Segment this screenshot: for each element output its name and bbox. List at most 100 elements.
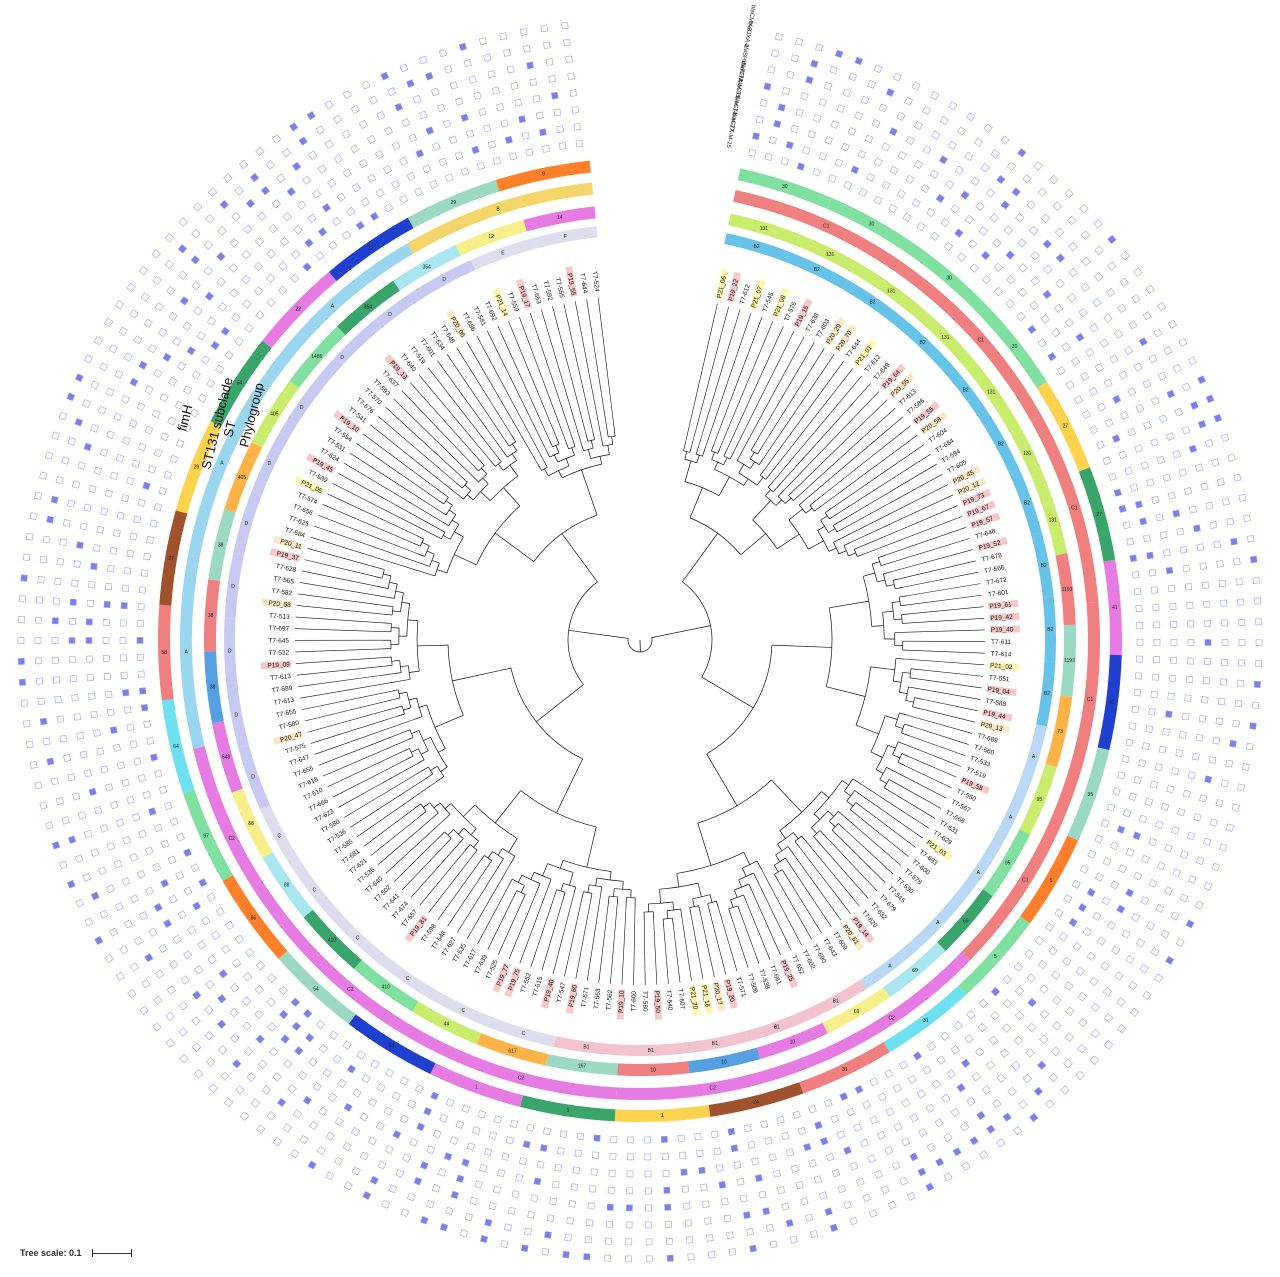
gene-absent-cell bbox=[847, 127, 857, 136]
gene-absent-cell bbox=[90, 424, 99, 433]
gene-absent-cell bbox=[52, 676, 60, 684]
gene-absent-cell bbox=[115, 300, 125, 310]
gene-absent-cell bbox=[419, 55, 428, 65]
leaf-label: P19_40 bbox=[543, 979, 556, 1003]
tree-branch bbox=[385, 605, 394, 608]
gene-absent-cell bbox=[768, 136, 777, 145]
tree-branch bbox=[771, 644, 832, 648]
tree-branch bbox=[880, 562, 889, 567]
gene-absent-cell bbox=[177, 361, 187, 371]
gene-present-cell bbox=[520, 1244, 529, 1253]
fimh-value: 41 bbox=[1112, 605, 1118, 611]
gene-absent-cell bbox=[605, 1220, 613, 1228]
tree-branch bbox=[504, 439, 510, 447]
gene-absent-cell bbox=[985, 188, 995, 198]
gene-absent-cell bbox=[1252, 576, 1260, 584]
gene-absent-cell bbox=[867, 80, 876, 89]
gene-absent-cell bbox=[478, 37, 488, 46]
gene-absent-cell bbox=[1012, 1125, 1023, 1136]
gene-present-cell bbox=[718, 1181, 727, 1189]
gene-present-cell bbox=[420, 1215, 429, 1225]
gene-absent-cell bbox=[143, 552, 151, 561]
gene-absent-cell bbox=[90, 848, 100, 857]
gene-present-cell bbox=[810, 59, 819, 68]
gene-absent-cell bbox=[22, 553, 31, 562]
phylogroup-value: B2 bbox=[1041, 563, 1047, 569]
gene-absent-cell bbox=[22, 720, 31, 728]
phylogroup-value: C bbox=[406, 976, 410, 982]
gene-absent-cell bbox=[1150, 396, 1160, 406]
gene-absent-cell bbox=[438, 49, 448, 58]
gene-absent-cell bbox=[591, 1151, 600, 1159]
tree-branch bbox=[541, 899, 564, 971]
st-segment bbox=[212, 720, 243, 793]
gene-present-cell bbox=[680, 1168, 688, 1176]
tree-branch bbox=[761, 868, 802, 945]
gene-present-cell bbox=[1107, 234, 1117, 245]
gene-absent-cell bbox=[1106, 803, 1116, 812]
gene-absent-cell bbox=[625, 1255, 632, 1263]
gene-absent-cell bbox=[105, 582, 113, 591]
gene-absent-cell bbox=[1172, 364, 1182, 374]
tree-branch bbox=[390, 689, 399, 692]
phylogenetic-tree bbox=[294, 297, 985, 985]
gene-absent-cell bbox=[255, 960, 266, 971]
tree-branch bbox=[711, 443, 715, 452]
leaf-label-highlight bbox=[959, 776, 991, 795]
gene-absent-cell bbox=[408, 133, 418, 143]
gene-absent-cell bbox=[271, 199, 281, 209]
gene-absent-cell bbox=[644, 1170, 652, 1178]
tree-branch bbox=[857, 553, 865, 557]
gene-present-cell bbox=[698, 1166, 706, 1175]
gene-absent-cell bbox=[426, 1200, 435, 1209]
gene-absent-cell bbox=[1018, 263, 1028, 273]
gene-absent-cell bbox=[178, 1027, 188, 1037]
gene-absent-cell bbox=[1067, 293, 1077, 303]
tree-branch bbox=[918, 669, 984, 677]
fimh-value: 27 bbox=[1062, 424, 1068, 430]
gene-absent-cell bbox=[723, 1214, 732, 1223]
phylogroup-segment bbox=[1009, 470, 1042, 536]
leaf-label: T7-562 bbox=[605, 989, 614, 1011]
gene-absent-cell bbox=[922, 106, 932, 116]
gene-present-cell bbox=[369, 1175, 379, 1185]
gene-absent-cell bbox=[133, 515, 142, 524]
phylogroup-value: B2 bbox=[920, 340, 926, 346]
st-value: 131 bbox=[987, 389, 996, 395]
tree-branch bbox=[900, 560, 976, 579]
gene-absent-cell bbox=[834, 158, 844, 168]
gene-absent-cell bbox=[54, 695, 62, 704]
phylogroup-value: D bbox=[235, 712, 239, 718]
leaf-label-group: T7-515 bbox=[532, 975, 545, 997]
gene-absent-cell bbox=[554, 1163, 563, 1172]
gene-absent-cell bbox=[800, 1197, 809, 1206]
tree-branch bbox=[843, 828, 894, 875]
gene-absent-cell bbox=[1255, 660, 1262, 668]
gene-absent-cell bbox=[358, 159, 368, 169]
gene-absent-cell bbox=[126, 723, 135, 732]
gene-absent-cell bbox=[893, 1122, 903, 1132]
tree-branch bbox=[560, 883, 564, 892]
leaf-label-highlight bbox=[771, 287, 790, 319]
gene-present-cell bbox=[480, 1235, 489, 1244]
gene-absent-cell bbox=[137, 442, 147, 452]
gene-present-cell bbox=[749, 1244, 757, 1253]
gene-absent-cell bbox=[136, 402, 146, 411]
gene-absent-cell bbox=[73, 560, 81, 568]
gene-absent-cell bbox=[1018, 1099, 1028, 1110]
gene-absent-cell bbox=[849, 1161, 859, 1171]
gene-absent-cell bbox=[940, 1031, 950, 1041]
gene-absent-cell bbox=[1105, 287, 1116, 297]
tree-branch bbox=[519, 886, 549, 964]
gene-absent-cell bbox=[1125, 738, 1134, 747]
gene-absent-cell bbox=[575, 140, 584, 148]
gene-absent-cell bbox=[205, 214, 215, 224]
gene-absent-cell bbox=[523, 44, 531, 53]
gene-absent-cell bbox=[1238, 493, 1247, 502]
gene-absent-cell bbox=[812, 168, 821, 177]
phylogroup-segment bbox=[744, 1009, 810, 1042]
gene-present-cell bbox=[425, 71, 434, 81]
tree-branch bbox=[754, 342, 815, 444]
gene-absent-cell bbox=[1011, 1061, 1021, 1071]
